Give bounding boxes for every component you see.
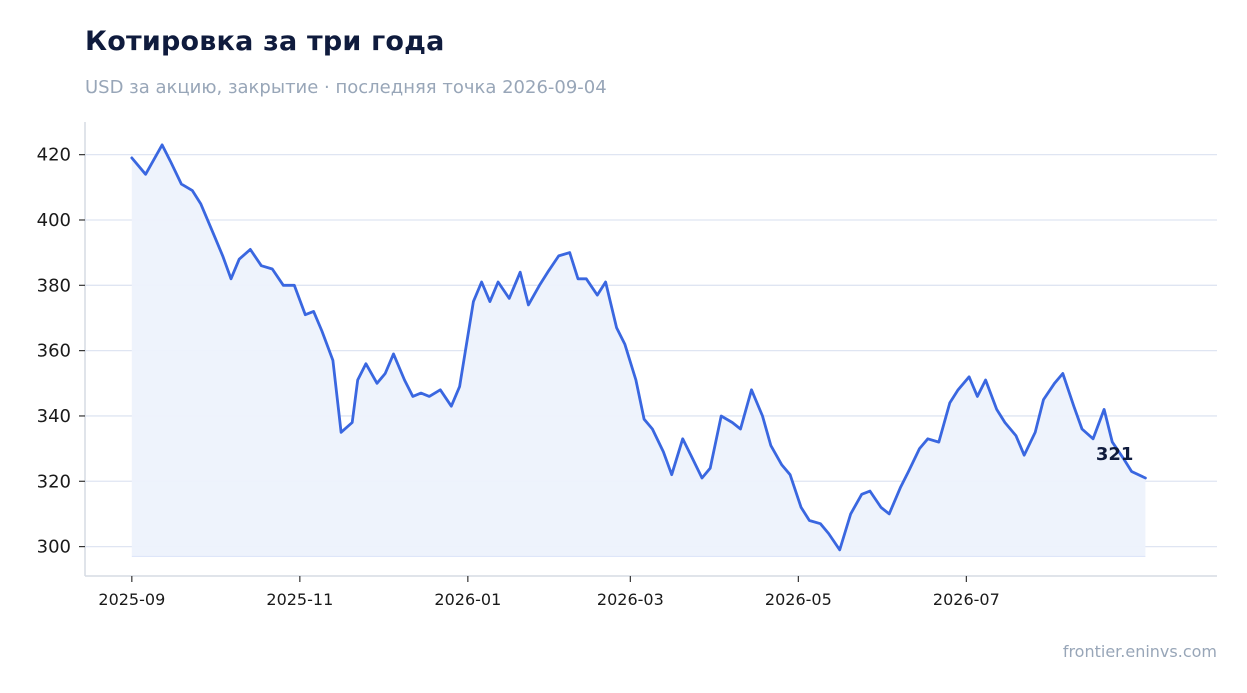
price-area (131, 144, 1146, 557)
ytick-label-320: 320 (37, 471, 71, 492)
ytick-label-400: 400 (37, 210, 71, 231)
source-credit: frontier.eninvs.com (1062, 642, 1217, 661)
chart-subtitle: USD за акцию, закрытие · последняя точка… (85, 77, 607, 98)
ytick-label-360: 360 (37, 341, 71, 362)
ytick-label-300: 300 (37, 537, 71, 558)
xtick-label-2025-09: 2025-09 (98, 590, 165, 609)
xtick-label-2026-07: 2026-07 (933, 590, 1000, 609)
price-line (130, 143, 1147, 552)
y-axis-ticks: 300 320 340 360 380 400 420 (37, 145, 85, 558)
chart-title: Котировка за три года (85, 26, 445, 57)
xtick-label-2025-11: 2025-11 (266, 590, 333, 609)
xtick-label-2026-01: 2026-01 (434, 590, 501, 609)
xtick-label-2026-03: 2026-03 (597, 590, 664, 609)
ytick-label-340: 340 (37, 406, 71, 427)
axes (84, 122, 1217, 577)
plot-area (130, 143, 1147, 557)
x-axis-ticks: 2025-09 2025-11 2026-01 2026-03 2026-05 2026-… (98, 576, 1000, 609)
last-value-label: 321 (1096, 444, 1134, 465)
ytick-label-420: 420 (37, 145, 71, 166)
xtick-label-2026-05: 2026-05 (765, 590, 832, 609)
ytick-label-380: 380 (37, 275, 71, 296)
